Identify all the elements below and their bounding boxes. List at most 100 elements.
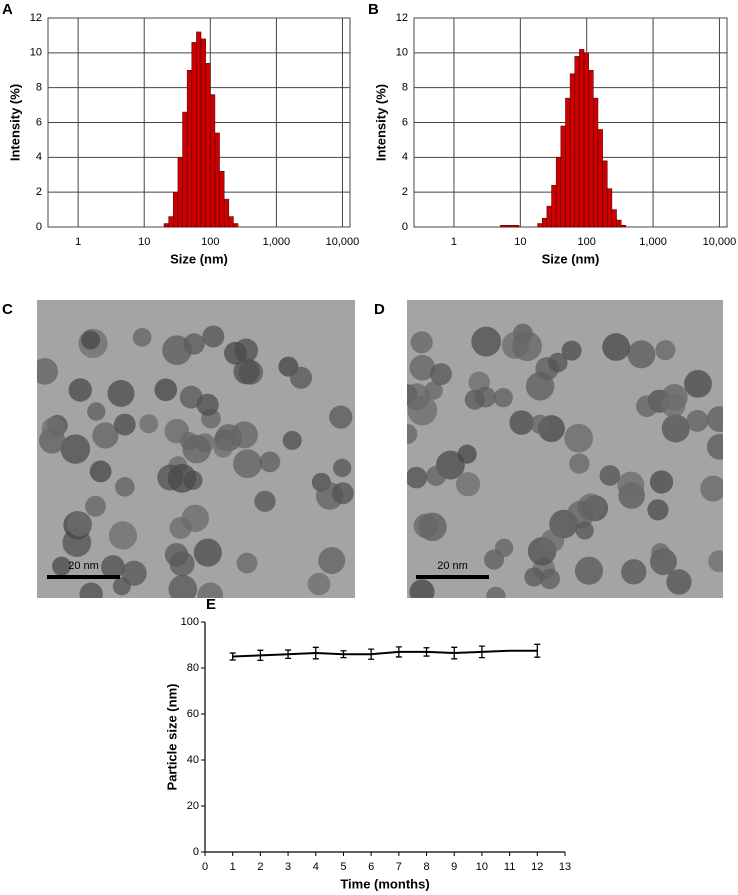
particle xyxy=(661,393,686,418)
particle xyxy=(540,529,565,553)
particle xyxy=(509,410,534,435)
particle xyxy=(182,434,212,464)
x-tick-label: 2 xyxy=(257,861,263,873)
particle xyxy=(486,586,506,598)
bar xyxy=(565,97,571,228)
y-tick-label: 6 xyxy=(36,116,42,128)
particle xyxy=(525,371,555,401)
bar xyxy=(186,70,193,228)
y-tick-label: 0 xyxy=(36,221,42,233)
particle xyxy=(89,460,112,483)
x-axis-title: Size (nm) xyxy=(170,251,228,266)
x-axis-title: Time (months) xyxy=(340,876,429,891)
y-tick-label: 40 xyxy=(187,754,199,766)
error-bar xyxy=(368,648,375,660)
particle xyxy=(655,340,676,361)
particle xyxy=(666,569,692,595)
bar xyxy=(620,225,627,228)
particle xyxy=(430,363,452,386)
particle xyxy=(700,475,723,502)
panel-label: C xyxy=(2,301,13,318)
particle xyxy=(139,414,159,434)
bar xyxy=(228,216,234,228)
particle xyxy=(168,574,198,598)
particle xyxy=(547,352,568,373)
bar xyxy=(200,38,206,228)
particle xyxy=(329,405,353,429)
x-tick-label: 100 xyxy=(578,236,596,248)
bar xyxy=(191,42,197,228)
particle xyxy=(81,330,101,350)
particle xyxy=(512,331,542,362)
particle xyxy=(661,414,690,443)
particle xyxy=(651,543,670,562)
error-bar xyxy=(285,649,292,659)
particle xyxy=(332,458,352,478)
particle xyxy=(426,465,447,486)
particle xyxy=(259,451,281,473)
bar xyxy=(504,225,510,228)
x-tick-label: 8 xyxy=(423,861,429,873)
bar xyxy=(205,63,211,228)
bar xyxy=(574,56,580,228)
bar xyxy=(177,157,183,228)
y-tick-label: 80 xyxy=(187,662,199,674)
bar xyxy=(509,225,515,228)
error-bar xyxy=(395,646,402,658)
particle xyxy=(85,495,106,517)
particle xyxy=(539,568,561,590)
particle xyxy=(193,538,222,567)
panel-label: D xyxy=(374,301,385,318)
x-tick-label: 100 xyxy=(201,236,219,248)
y-tick-label: 8 xyxy=(36,82,42,94)
line xyxy=(232,649,538,658)
particle xyxy=(627,340,656,369)
y-tick-label: 0 xyxy=(193,846,199,858)
particle xyxy=(561,340,582,361)
particle xyxy=(115,477,135,497)
particle xyxy=(617,471,645,499)
y-tick-label: 10 xyxy=(396,47,408,59)
particle xyxy=(524,567,544,587)
scale-bar-label: 20 nm xyxy=(68,560,99,572)
particle xyxy=(494,538,514,557)
particle xyxy=(331,482,354,505)
particle xyxy=(564,423,594,453)
particle xyxy=(37,358,58,385)
y-tick-label: 8 xyxy=(402,82,408,94)
bar xyxy=(500,225,506,228)
particle xyxy=(621,559,647,585)
particle xyxy=(471,326,502,357)
bar xyxy=(616,219,622,228)
error-bar xyxy=(478,645,485,659)
x-tick-label: 0 xyxy=(202,861,208,873)
particle xyxy=(87,402,106,421)
bar xyxy=(233,223,239,228)
bar xyxy=(219,171,225,228)
y-axis-title: Particle size (nm) xyxy=(164,684,179,791)
error-bar xyxy=(451,646,458,660)
particle xyxy=(197,582,224,598)
particle xyxy=(530,414,550,434)
particle xyxy=(410,331,433,354)
particle xyxy=(574,556,604,585)
bar xyxy=(579,49,585,228)
y-axis-title: Intensity (%) xyxy=(373,84,388,161)
particle xyxy=(224,341,247,365)
x-tick-label: 1,000 xyxy=(263,236,291,248)
particle xyxy=(101,555,125,579)
panel-label: A xyxy=(2,1,13,18)
x-tick-label: 1 xyxy=(75,236,81,248)
particle xyxy=(107,379,135,407)
particle xyxy=(566,500,595,529)
particle xyxy=(162,335,192,366)
particle xyxy=(649,470,674,494)
particle xyxy=(282,430,302,450)
x-tick-label: 10 xyxy=(476,861,488,873)
x-tick-label: 1,000 xyxy=(639,236,667,248)
error-bar xyxy=(312,646,319,660)
particle xyxy=(599,465,621,486)
bar xyxy=(611,209,617,228)
particle xyxy=(132,328,152,347)
y-tick-label: 2 xyxy=(402,186,408,198)
